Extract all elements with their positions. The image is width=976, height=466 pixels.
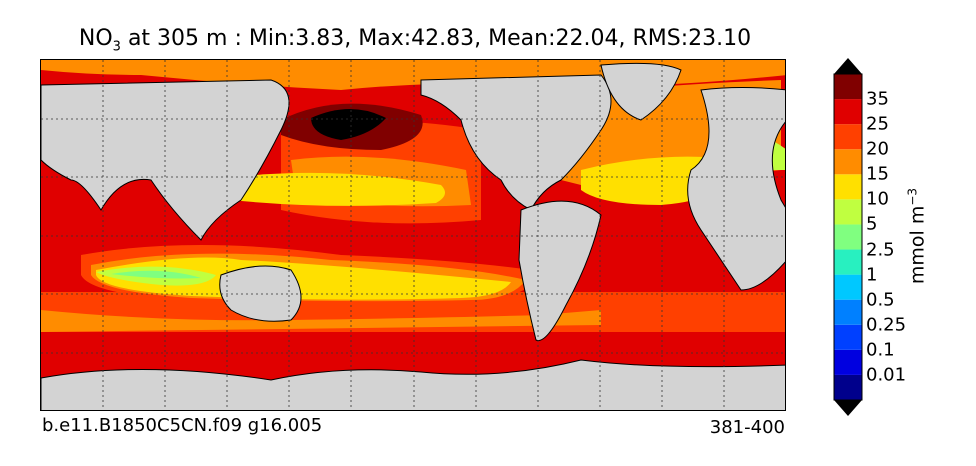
title-species-subscript: 3	[112, 39, 121, 55]
colorbar-unit-label: mmol m−3	[905, 188, 928, 284]
colorbar-segment	[834, 99, 862, 125]
npac-band-10	[226, 172, 445, 206]
case-name: b.e11.B1850C5CN.f09 g16.005	[42, 415, 323, 436]
colorbar-under-arrow	[834, 400, 862, 416]
colorbar-segment	[834, 249, 862, 275]
colorbar-segment	[834, 299, 862, 325]
colorbar-segment	[834, 199, 862, 225]
colorbar-over-arrow	[834, 58, 862, 74]
npac-max-over	[311, 109, 386, 140]
unit-text: mmol m	[906, 205, 929, 285]
colorbar-segment	[834, 349, 862, 375]
southern-band-20	[41, 310, 601, 332]
indian-gyre-2-5	[111, 270, 201, 279]
colorbar-tick-label: 15	[866, 163, 889, 185]
title-stats: at 305 m : Min:3.83, Max:42.83, Mean:22.…	[120, 26, 752, 51]
colorbar-segment	[834, 324, 862, 350]
graticule	[41, 60, 785, 410]
colorbar-segment	[834, 374, 862, 400]
map-canvas	[41, 60, 785, 410]
colorbar-tick-label: 0.25	[866, 314, 907, 336]
south-gyre-10	[96, 257, 511, 300]
colorbar	[833, 58, 863, 416]
colorbar-tick-label: 1	[866, 264, 878, 286]
colorbar-segment	[834, 74, 862, 100]
colorbar-tick-label: 35	[866, 88, 889, 110]
map-title: NO3 at 305 m : Min:3.83, Max:42.83, Mean…	[0, 26, 830, 54]
colorbar-tick-label: 25	[866, 113, 889, 135]
colorbar-tick-label: 0.01	[866, 364, 907, 386]
colorbar-segments	[834, 74, 862, 400]
title-species: NO	[78, 26, 113, 51]
colorbar-segment	[834, 224, 862, 250]
colorbar-tick-label: 0.1	[866, 339, 895, 361]
colorbar-tick-label: 2.5	[866, 239, 895, 261]
colorbar-frame	[833, 73, 863, 401]
year-range: 381-400	[709, 417, 785, 438]
colorbar-tick-label: 10	[866, 188, 889, 210]
colorbar-segment	[834, 124, 862, 150]
colorbar-tick-label: 20	[866, 138, 889, 160]
colorbar-tick-label: 0.5	[866, 289, 895, 311]
unit-exponent: −3	[905, 187, 920, 206]
colorbar-tick-label: 5	[866, 213, 878, 235]
colorbar-segment	[834, 274, 862, 300]
colorbar-segment	[834, 149, 862, 175]
nitrate-map	[40, 59, 786, 411]
colorbar-segment	[834, 174, 862, 200]
